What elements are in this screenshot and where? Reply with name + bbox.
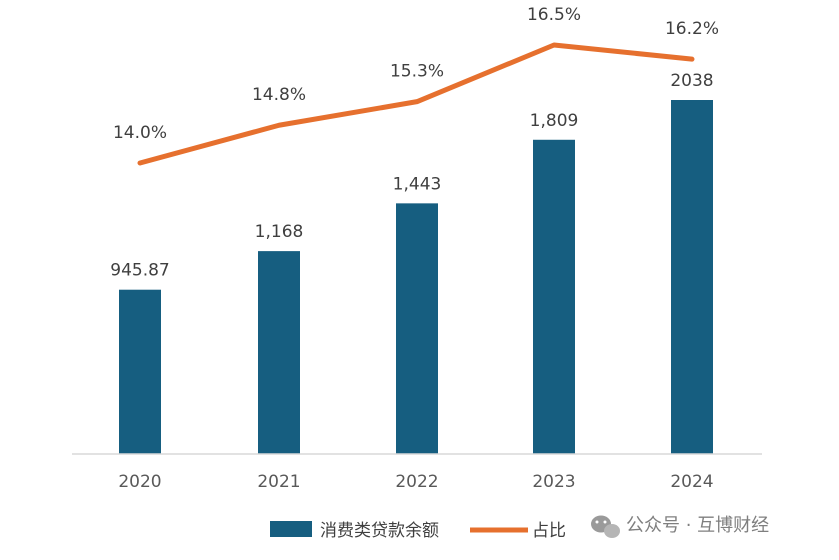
bar-2024 [671,100,713,454]
bar-2023 [533,139,575,455]
line-label-2020: 14.0% [113,123,167,143]
legend-line-label: 占比 [532,521,566,541]
bar-label-2020: 945.87 [110,261,169,281]
legend-bar-swatch [270,521,312,537]
bar-label-2023: 1,809 [530,111,579,131]
line-label-2023: 16.5% [527,5,581,25]
wechat-icon [591,515,620,538]
line-ratio [137,42,695,166]
bar-series [119,100,713,455]
bar-label-2021: 1,168 [255,222,304,242]
watermark: 公众号 · 互博财经 [591,515,769,538]
x-tick-2024: 2024 [670,472,713,492]
line-label-2022: 15.3% [390,62,444,82]
bar-2020 [119,289,161,454]
bar-label-2022: 1,443 [393,174,442,194]
bar-label-2024: 2038 [670,71,713,91]
watermark-text: 公众号 · 互博财经 [626,515,769,536]
x-tick-2020: 2020 [118,472,161,492]
line-value-labels: 14.0% 14.8% 15.3% 16.5% 16.2% [113,5,719,143]
bar-2021 [258,251,300,454]
bar-2022 [396,203,438,454]
legend: 消费类贷款余额 占比 [270,521,566,541]
x-axis-ticks: 2020 2021 2022 2023 2024 [118,472,713,492]
x-tick-2023: 2023 [532,472,575,492]
line-series [137,42,695,166]
legend-bar-label: 消费类贷款余额 [320,521,439,541]
bar-value-labels: 945.87 1,168 1,443 1,809 2038 [110,71,713,281]
x-tick-2022: 2022 [395,472,438,492]
line-label-2021: 14.8% [252,85,306,105]
line-label-2024: 16.2% [665,19,719,39]
x-tick-2021: 2021 [257,472,300,492]
